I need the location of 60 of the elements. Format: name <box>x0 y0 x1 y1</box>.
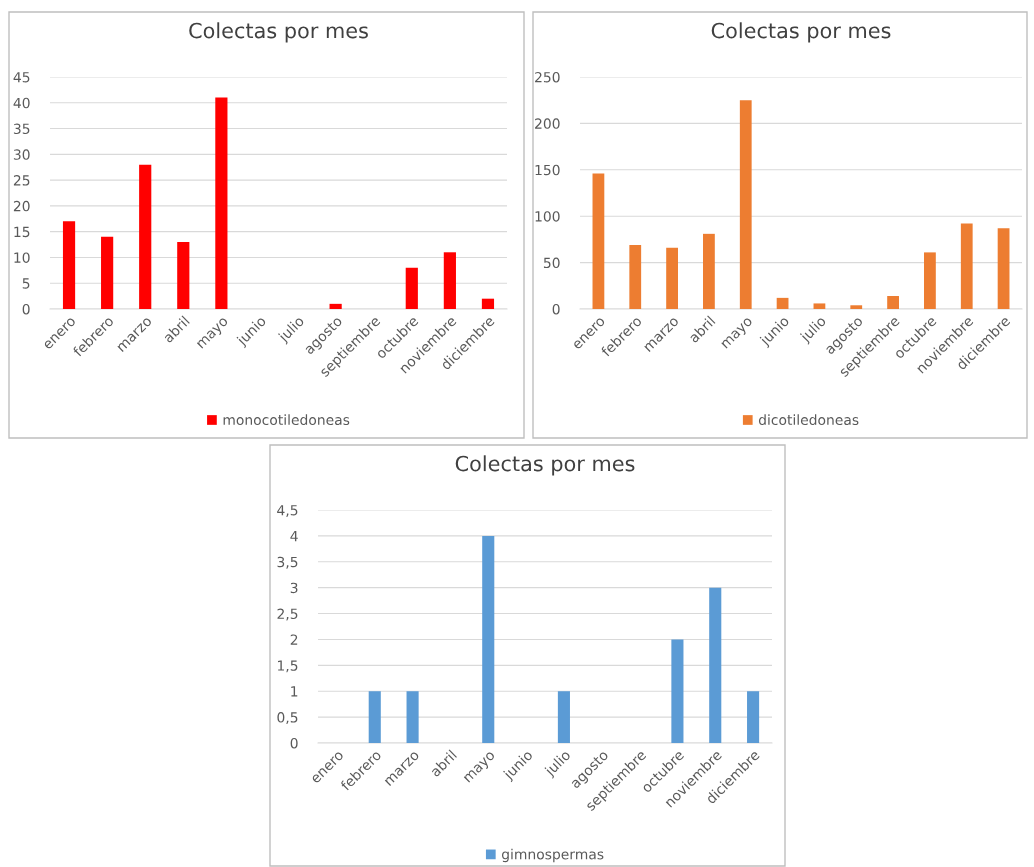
y-tick-label: 35 <box>13 123 30 135</box>
y-tick-label: 25 <box>13 175 30 186</box>
y-tick-label: 0 <box>290 737 298 749</box>
legend-label: monocotiledoneas <box>223 414 350 426</box>
y-tick-label: 100 <box>535 211 560 222</box>
y-tick-label: 200 <box>535 118 560 129</box>
bar <box>215 97 228 309</box>
y-tick-label: 1 <box>291 686 298 697</box>
bar <box>709 587 722 743</box>
bar <box>747 691 760 743</box>
bar <box>629 244 642 309</box>
y-tick-label: 0 <box>552 303 560 315</box>
chart-title: Colectas por mes <box>455 455 635 476</box>
y-tick-label: 3 <box>290 582 298 594</box>
bar <box>776 297 789 309</box>
y-tick-label: 1,5 <box>277 660 298 673</box>
bar <box>671 639 684 743</box>
y-tick-label: 4 <box>290 531 298 542</box>
y-tick-label: 10 <box>14 252 30 263</box>
bar <box>592 173 605 309</box>
y-tick-label: 30 <box>13 149 30 160</box>
bar <box>557 691 570 743</box>
bar <box>368 691 381 743</box>
bar <box>887 296 899 309</box>
bar <box>960 223 973 309</box>
y-tick-label: 150 <box>535 164 560 176</box>
bar <box>739 100 752 309</box>
bar <box>101 236 114 309</box>
bar <box>405 267 418 309</box>
legend-label: dicotiledoneas <box>758 414 859 426</box>
y-tick-label: 5 <box>22 278 30 289</box>
y-tick-label: 3,5 <box>277 556 298 569</box>
bar <box>703 233 715 309</box>
y-tick-label: 250 <box>535 71 560 83</box>
y-tick-label: 2 <box>290 634 298 645</box>
y-tick-label: 50 <box>543 257 560 269</box>
bar <box>62 221 76 309</box>
y-tick-label: 4,5 <box>277 505 298 517</box>
y-tick-label: 20 <box>13 200 30 212</box>
bar <box>329 303 342 309</box>
bar <box>177 241 190 309</box>
bar <box>666 247 678 309</box>
y-tick-label: 15 <box>14 226 30 238</box>
bar <box>443 252 456 309</box>
y-tick-label: 45 <box>13 72 30 83</box>
bar <box>481 298 495 309</box>
bar <box>997 228 1010 309</box>
legend-label: gimnospermas <box>501 848 604 863</box>
y-tick-label: 40 <box>13 97 30 109</box>
bar <box>813 303 826 309</box>
y-tick-label: 0 <box>22 303 30 315</box>
y-tick-label: 2,5 <box>277 608 298 621</box>
bar <box>482 535 495 743</box>
y-tick-label: 0,5 <box>277 712 298 724</box>
chart-title: Colectas por mes <box>189 22 368 43</box>
chart-title: Colectas por mes <box>711 22 891 43</box>
bar <box>406 691 419 743</box>
bar <box>850 305 863 309</box>
bar <box>139 164 152 309</box>
bar <box>924 252 936 309</box>
